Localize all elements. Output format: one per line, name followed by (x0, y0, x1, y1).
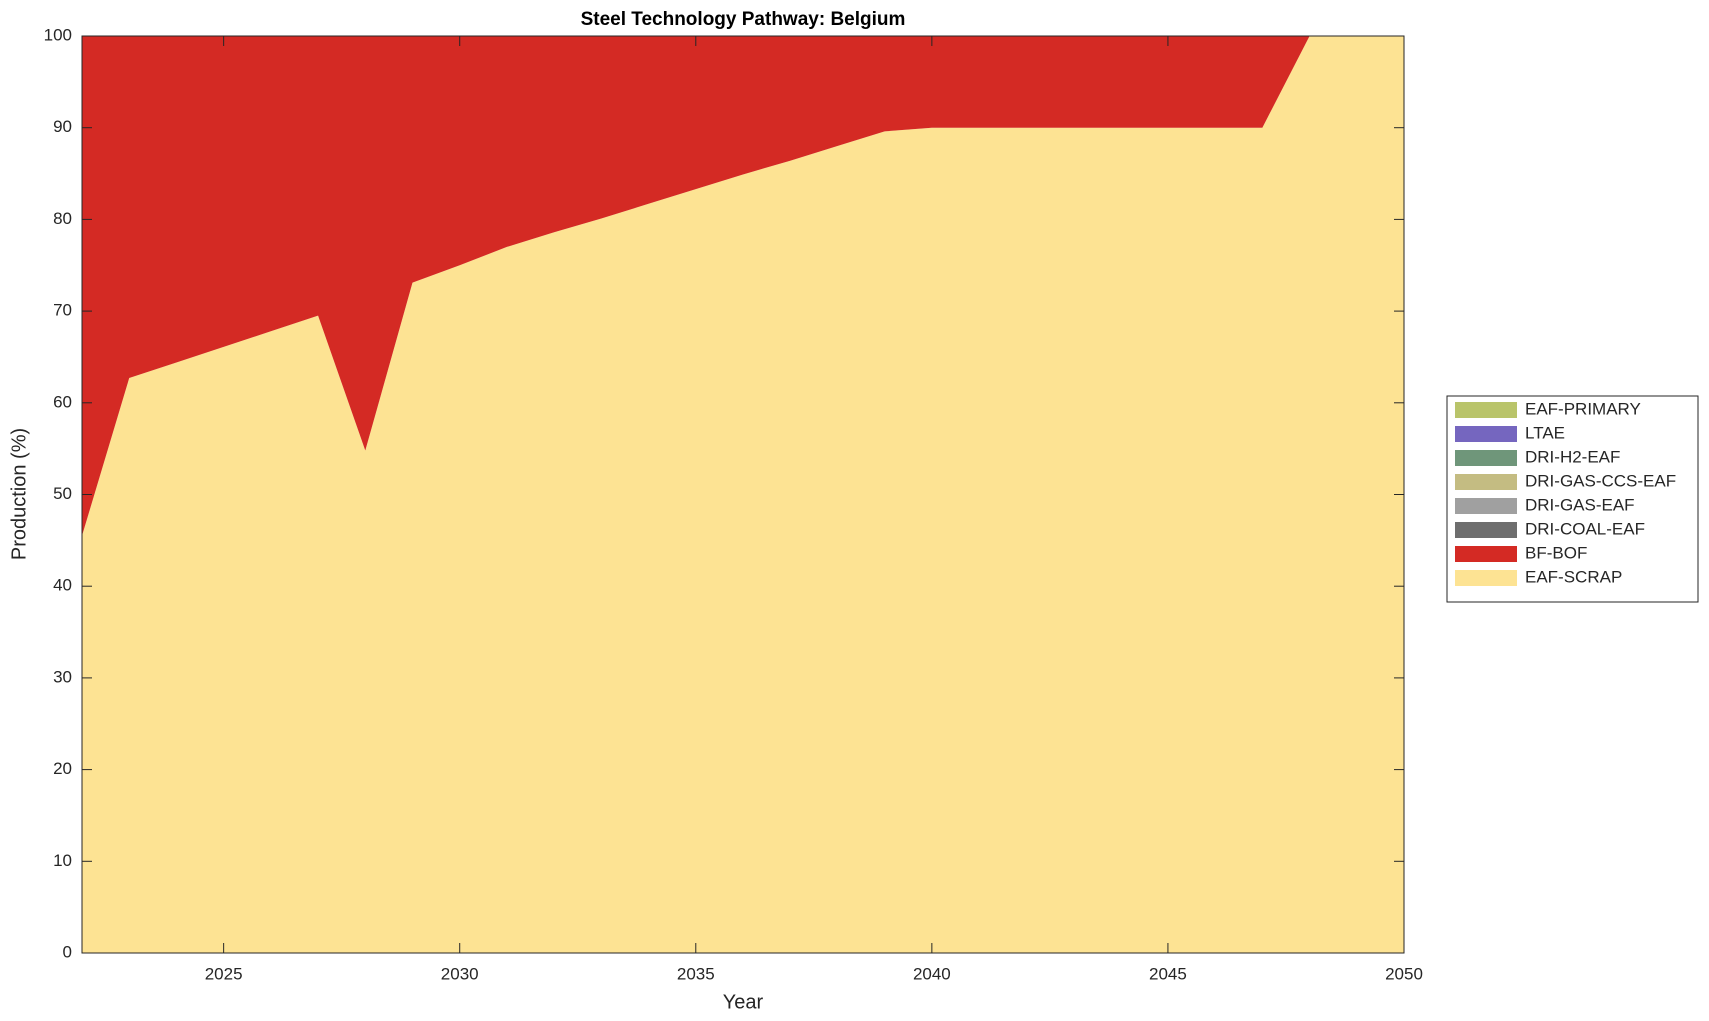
x-tick-label: 2045 (1149, 964, 1187, 983)
legend-swatch (1455, 498, 1517, 514)
legend-label: DRI-GAS-EAF (1525, 495, 1635, 514)
x-tick-label: 2030 (441, 964, 479, 983)
legend-label: BF-BOF (1525, 543, 1587, 562)
x-axis-label: Year (723, 991, 764, 1013)
legend-swatch (1455, 450, 1517, 466)
y-tick-label: 60 (53, 392, 72, 411)
legend-swatch (1455, 546, 1517, 562)
y-tick-label: 30 (53, 667, 72, 686)
x-tick-label: 2035 (677, 964, 715, 983)
y-tick-label: 70 (53, 301, 72, 320)
y-tick-label: 20 (53, 759, 72, 778)
legend-label: LTAE (1525, 423, 1565, 442)
legend-label: DRI-H2-EAF (1525, 447, 1620, 466)
y-tick-label: 0 (63, 942, 72, 961)
x-tick-label: 2025 (205, 964, 243, 983)
area (82, 36, 1404, 953)
legend-swatch (1455, 522, 1517, 538)
legend-swatch (1455, 426, 1517, 442)
legend-label: EAF-SCRAP (1525, 567, 1622, 586)
y-tick-label: 10 (53, 851, 72, 870)
y-tick-label: 80 (53, 209, 72, 228)
legend-label: EAF-PRIMARY (1525, 399, 1641, 418)
x-tick-label: 2050 (1385, 964, 1423, 983)
y-tick-label: 40 (53, 576, 72, 595)
legend-swatch (1455, 402, 1517, 418)
legend-label: DRI-GAS-CCS-EAF (1525, 471, 1676, 490)
legend-swatch (1455, 474, 1517, 490)
y-tick-label: 100 (44, 25, 72, 44)
y-tick-label: 50 (53, 484, 72, 503)
legend-swatch (1455, 570, 1517, 586)
chart-title: Steel Technology Pathway: Belgium (581, 9, 906, 30)
legend: EAF-PRIMARY LTAE DRI-H2-EAF DRI-GAS-CCS-EAF… (1446, 395, 1699, 603)
y-tick-label: 90 (53, 117, 72, 136)
y-axis-label: Production (%) (8, 428, 30, 560)
area (82, 36, 1404, 536)
legend-label: DRI-COAL-EAF (1525, 519, 1645, 538)
x-tick-label: 2040 (913, 964, 951, 983)
